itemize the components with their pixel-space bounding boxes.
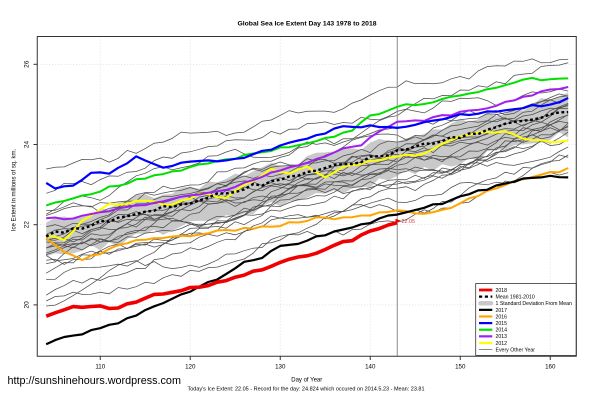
svg-text:2016: 2016 bbox=[496, 314, 508, 320]
svg-text:2013: 2013 bbox=[496, 334, 508, 340]
svg-text:22.05: 22.05 bbox=[402, 219, 416, 225]
svg-text:Global Sea Ice Extent Day 143: Global Sea Ice Extent Day 143 1978 to 20… bbox=[237, 21, 376, 28]
svg-text:26: 26 bbox=[24, 60, 31, 68]
svg-text:110: 110 bbox=[95, 364, 105, 371]
svg-text:24: 24 bbox=[24, 141, 31, 149]
svg-text:120: 120 bbox=[185, 364, 196, 371]
svg-text:http://sunshinehours.wordpress: http://sunshinehours.wordpress.com bbox=[8, 375, 181, 387]
svg-text:Mean 1981-2010: Mean 1981-2010 bbox=[496, 295, 535, 301]
svg-text:Every Other Year: Every Other Year bbox=[496, 347, 536, 353]
svg-text:140: 140 bbox=[365, 364, 376, 371]
svg-text:150: 150 bbox=[455, 364, 466, 371]
svg-text:20: 20 bbox=[24, 301, 31, 309]
svg-text:1 Standard Deviation From Mean: 1 Standard Deviation From Mean bbox=[496, 301, 573, 307]
svg-text:Day of Year: Day of Year bbox=[291, 378, 322, 384]
svg-text:2018: 2018 bbox=[496, 288, 508, 294]
svg-text:2014: 2014 bbox=[496, 328, 508, 334]
svg-text:160: 160 bbox=[545, 364, 556, 371]
svg-text:130: 130 bbox=[275, 364, 286, 371]
svg-text:Ice Extent in millions of sq.: Ice Extent in millions of sq. km. bbox=[12, 148, 18, 231]
svg-text:2015: 2015 bbox=[496, 321, 508, 327]
svg-text:Today's Ice Extent: 22.05 - R: Today's Ice Extent: 22.05 - Record for t… bbox=[187, 387, 424, 393]
svg-text:22: 22 bbox=[24, 221, 31, 229]
svg-text:2012: 2012 bbox=[496, 341, 508, 347]
svg-text:2017: 2017 bbox=[496, 308, 508, 314]
